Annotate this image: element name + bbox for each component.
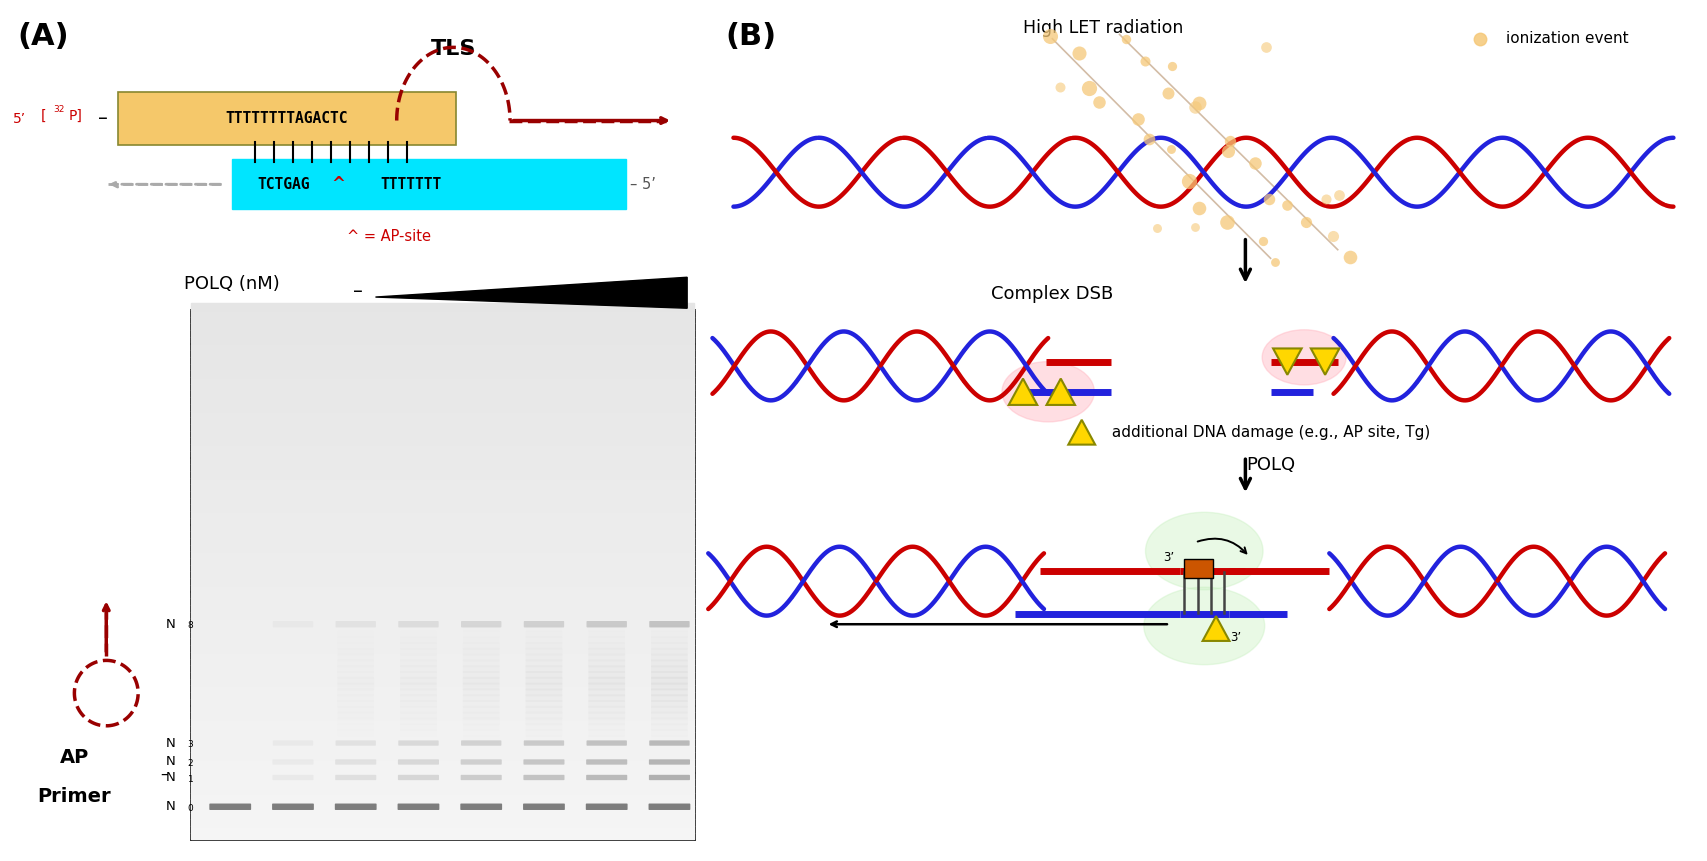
FancyBboxPatch shape (524, 775, 565, 780)
Text: TCTGAG: TCTGAG (258, 177, 309, 192)
Polygon shape (1046, 379, 1075, 405)
FancyBboxPatch shape (210, 803, 251, 810)
Text: TLS: TLS (430, 39, 476, 59)
Ellipse shape (1002, 362, 1094, 422)
Text: N: N (166, 771, 176, 784)
Text: N: N (166, 755, 176, 769)
Text: 5’: 5’ (12, 112, 26, 126)
FancyBboxPatch shape (335, 775, 376, 780)
Text: 8: 8 (188, 622, 193, 630)
FancyBboxPatch shape (524, 621, 563, 628)
Polygon shape (1311, 349, 1340, 375)
Text: P]: P] (68, 109, 82, 123)
FancyBboxPatch shape (649, 740, 690, 746)
Text: –: – (353, 282, 362, 300)
Text: –: – (160, 766, 169, 782)
Text: ^ = AP-site: ^ = AP-site (347, 229, 432, 245)
FancyBboxPatch shape (524, 759, 565, 765)
Polygon shape (1273, 349, 1302, 375)
FancyBboxPatch shape (587, 621, 626, 628)
FancyBboxPatch shape (271, 803, 314, 810)
Text: (A): (A) (17, 22, 70, 51)
Text: TTTTTTT: TTTTTTT (381, 177, 442, 192)
Polygon shape (1069, 420, 1096, 444)
FancyBboxPatch shape (118, 92, 456, 145)
Ellipse shape (1144, 587, 1265, 665)
FancyBboxPatch shape (273, 759, 314, 765)
FancyBboxPatch shape (650, 683, 688, 691)
FancyBboxPatch shape (336, 740, 376, 746)
FancyBboxPatch shape (522, 803, 565, 810)
Text: Complex DSB: Complex DSB (992, 286, 1113, 303)
Text: 32: 32 (53, 105, 65, 114)
Text: (B): (B) (725, 22, 777, 51)
FancyBboxPatch shape (1185, 559, 1212, 578)
FancyBboxPatch shape (586, 759, 626, 765)
FancyBboxPatch shape (461, 740, 502, 746)
Text: –: – (97, 109, 108, 128)
FancyBboxPatch shape (232, 159, 625, 209)
Text: 3’: 3’ (1231, 630, 1241, 644)
FancyBboxPatch shape (398, 803, 439, 810)
FancyBboxPatch shape (398, 775, 439, 780)
FancyBboxPatch shape (649, 803, 690, 810)
FancyBboxPatch shape (461, 759, 502, 765)
FancyBboxPatch shape (586, 775, 626, 780)
Polygon shape (1009, 379, 1038, 405)
FancyBboxPatch shape (335, 803, 377, 810)
Text: High LET radiation: High LET radiation (1022, 19, 1183, 37)
Text: [: [ (41, 109, 46, 123)
Ellipse shape (1261, 330, 1347, 385)
FancyBboxPatch shape (649, 621, 690, 628)
Text: 3: 3 (188, 740, 193, 749)
Text: Primer: Primer (38, 787, 111, 806)
FancyBboxPatch shape (649, 759, 690, 765)
Text: 0: 0 (188, 804, 193, 813)
FancyBboxPatch shape (587, 740, 626, 746)
FancyBboxPatch shape (398, 740, 439, 746)
FancyBboxPatch shape (335, 759, 376, 765)
Ellipse shape (1145, 512, 1263, 590)
Text: N: N (166, 800, 176, 814)
Text: additional DNA damage (e.g., AP site, Tg): additional DNA damage (e.g., AP site, Tg… (1106, 424, 1430, 440)
FancyBboxPatch shape (524, 740, 563, 746)
Polygon shape (1203, 616, 1229, 641)
Text: 1: 1 (188, 775, 193, 784)
Text: ^: ^ (331, 176, 345, 193)
FancyBboxPatch shape (461, 621, 502, 628)
Text: 2: 2 (188, 759, 193, 768)
FancyBboxPatch shape (649, 775, 690, 780)
FancyBboxPatch shape (461, 803, 502, 810)
Text: POLQ: POLQ (1246, 456, 1296, 474)
Text: AP: AP (60, 748, 89, 767)
Text: POLQ (nM): POLQ (nM) (184, 276, 280, 293)
FancyBboxPatch shape (398, 621, 439, 628)
FancyBboxPatch shape (461, 775, 502, 780)
Text: N: N (166, 617, 176, 631)
Text: N: N (166, 736, 176, 750)
Text: TTTTTTTTAGACTC: TTTTTTTTAGACTC (225, 111, 348, 126)
Text: ionization event: ionization event (1506, 31, 1628, 46)
FancyBboxPatch shape (273, 740, 312, 746)
FancyBboxPatch shape (273, 775, 314, 780)
FancyBboxPatch shape (191, 310, 695, 839)
Polygon shape (376, 277, 688, 308)
FancyBboxPatch shape (586, 803, 628, 810)
FancyBboxPatch shape (398, 759, 439, 765)
FancyBboxPatch shape (336, 621, 376, 628)
FancyBboxPatch shape (650, 677, 688, 684)
Text: – 5’: – 5’ (630, 177, 657, 192)
Text: 3’: 3’ (1162, 550, 1174, 564)
